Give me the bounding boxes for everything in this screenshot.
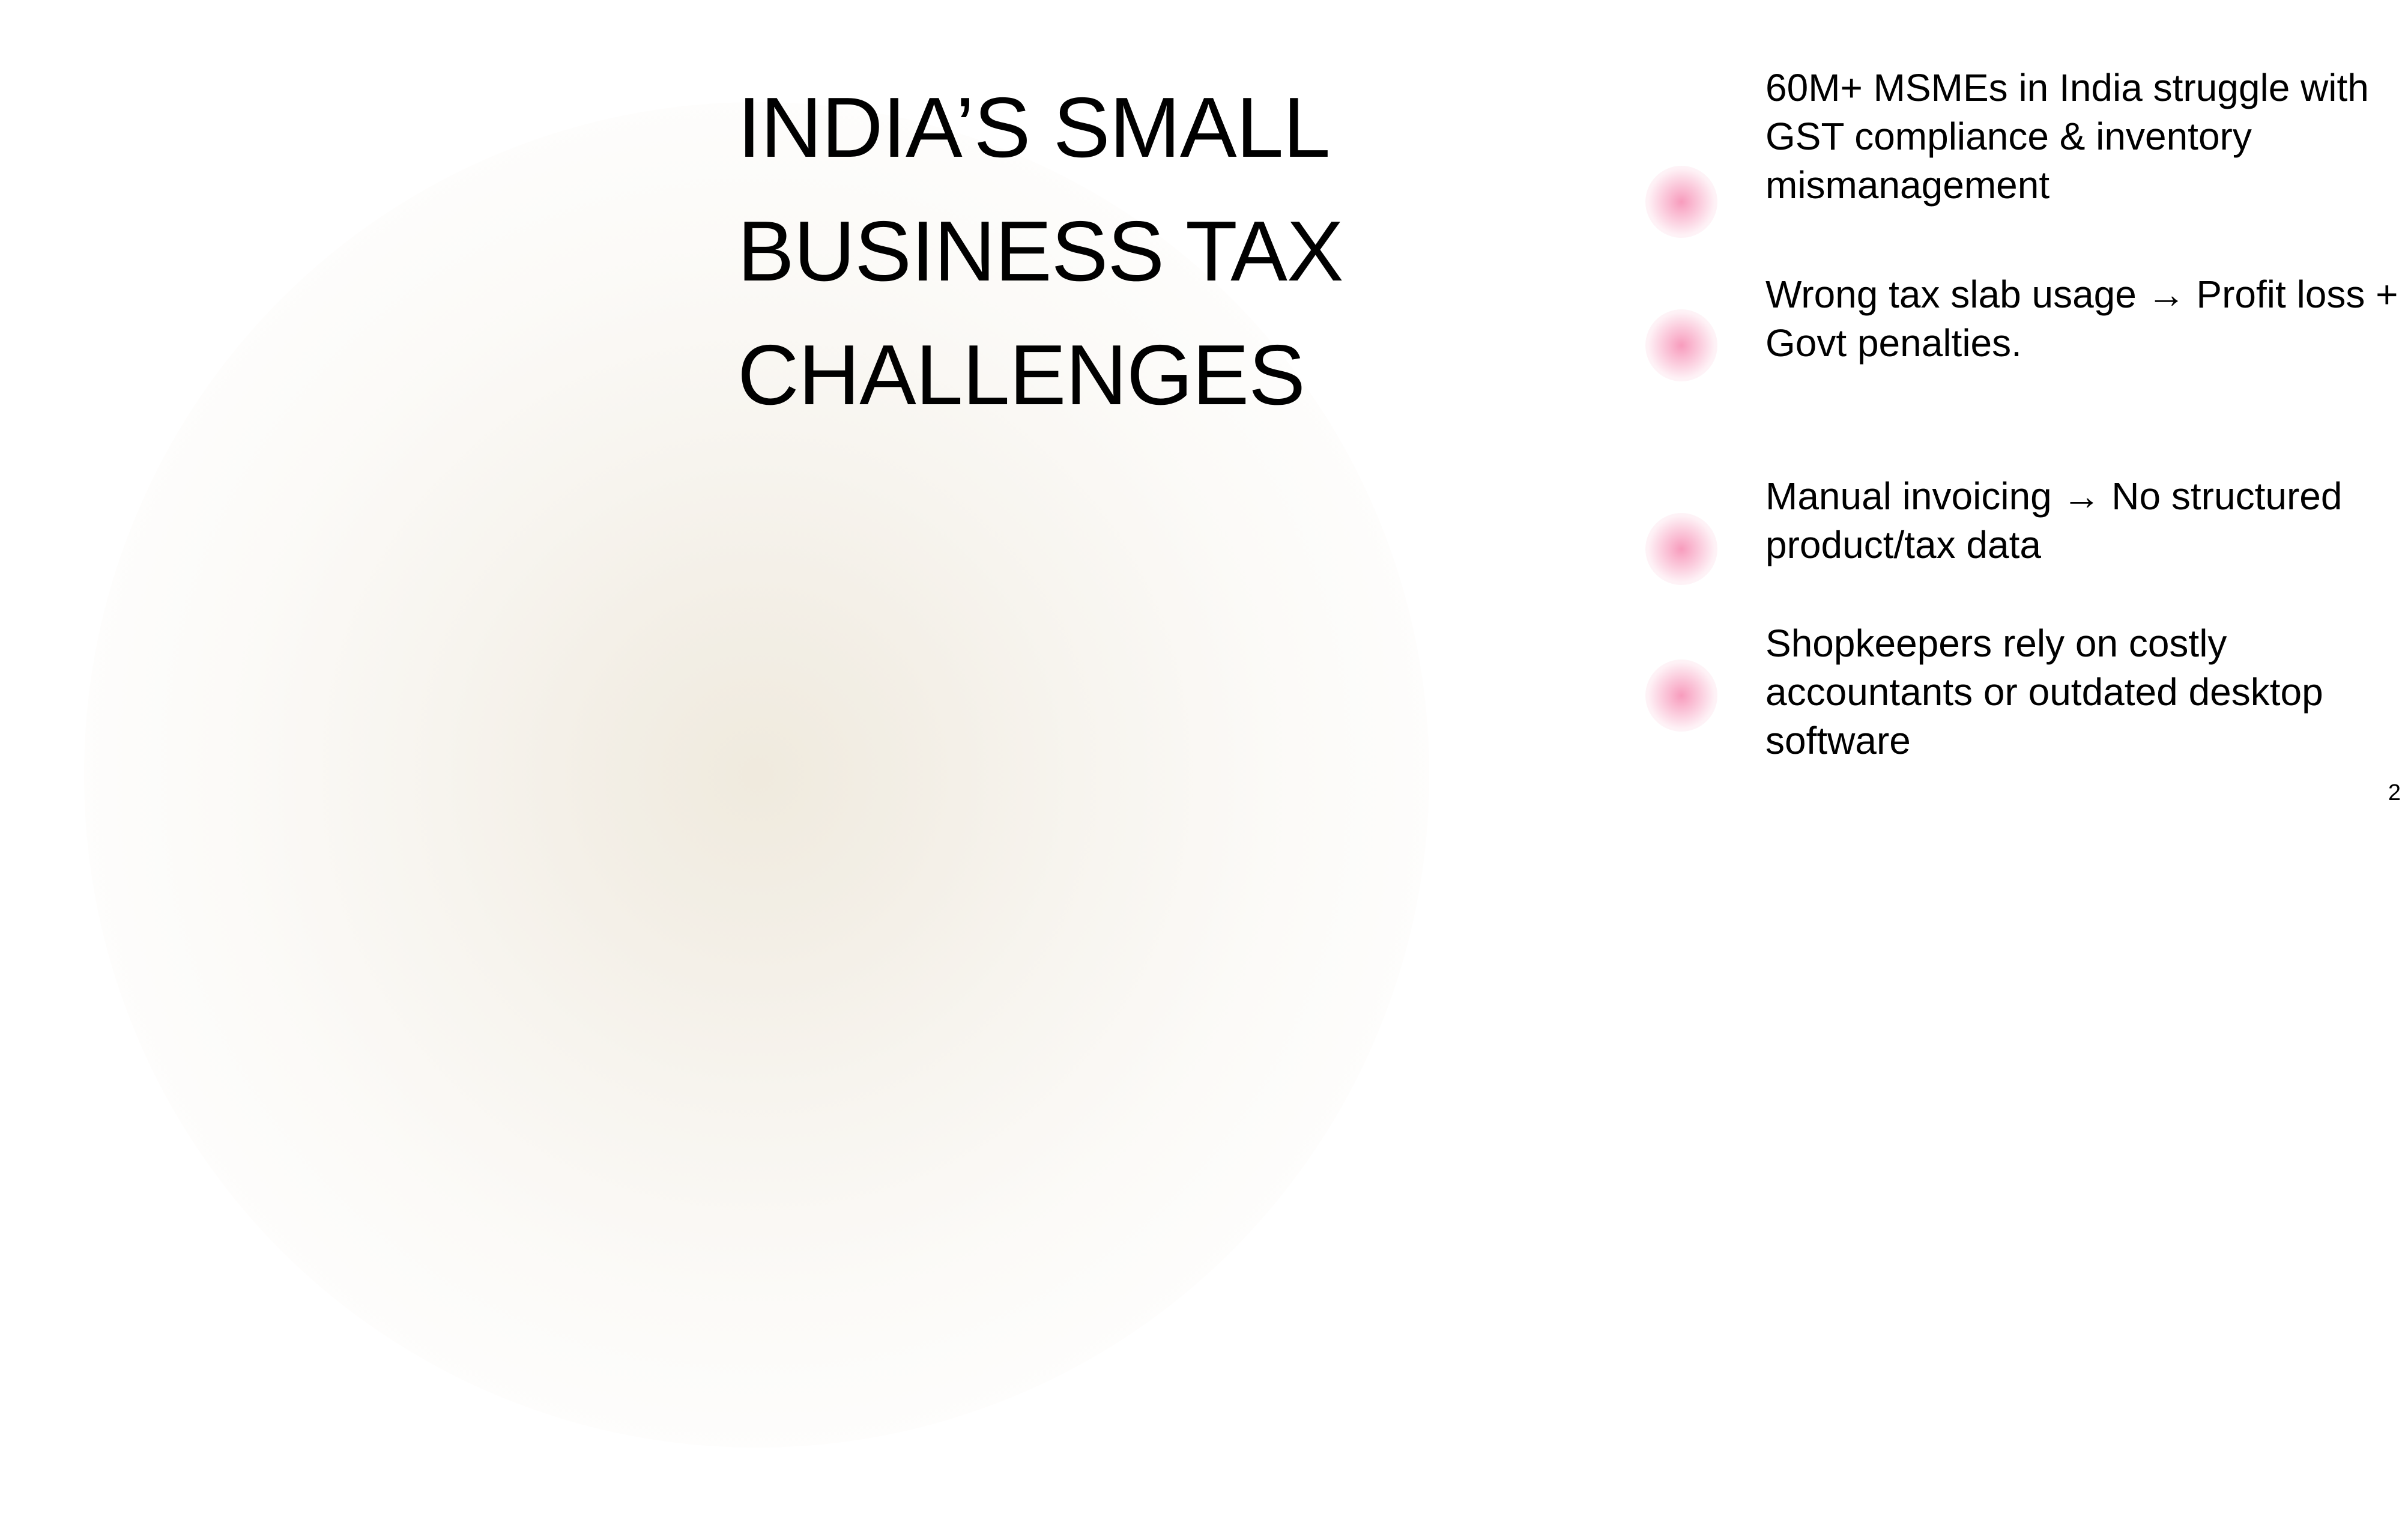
bullet-text: Manual invoicing → No structured product… — [1765, 475, 2343, 566]
page-number: 2 — [2388, 780, 2401, 805]
bullet-text: Wrong tax slab usage → Profit loss + Gov… — [1765, 273, 2398, 365]
bullet-dot-icon — [1645, 309, 1717, 381]
bullet-dot-icon — [1645, 659, 1717, 732]
background-glow — [84, 102, 1429, 1448]
bullet-list: 60M+ MSMEs in India struggle with GST co… — [1621, 0, 2402, 841]
bullet-dot-icon — [1645, 166, 1717, 238]
bullet-dot-icon — [1645, 513, 1717, 585]
bullet-text: 60M+ MSMEs in India struggle with GST co… — [1765, 66, 2369, 207]
slide-title: INDIA’S SMALL BUSINESS TAX CHALLENGES — [737, 80, 1344, 423]
bullet-text: Shopkeepers rely on costly accountants o… — [1765, 622, 2323, 762]
